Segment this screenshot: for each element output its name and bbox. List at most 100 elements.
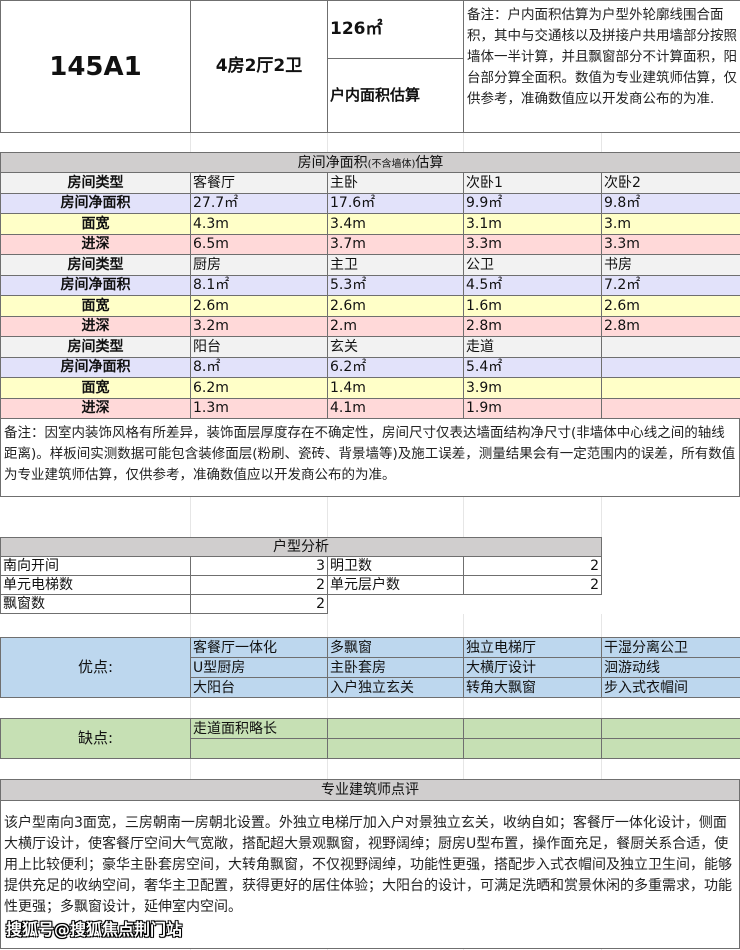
row-label: 进深 xyxy=(0,233,191,255)
area-value: 126㎡ xyxy=(327,0,464,60)
cons-section: 缺点: 走道面积略长 xyxy=(0,718,740,759)
table-row: 房间净面积 27.7㎡ 17.6㎡ 9.9㎡ 9.8㎡ xyxy=(0,192,740,214)
analysis-value: 2 xyxy=(190,575,328,595)
row-label: 面宽 xyxy=(0,295,191,317)
room-note: 备注：因室内装饰风格有所差异，装饰面层厚度存在不确定性，房间尺寸仅表达墙面结构净… xyxy=(0,419,740,497)
table-cell: 1.6m xyxy=(463,295,602,317)
table-cell: 2.m xyxy=(327,315,464,337)
pros-item: 转角大飘窗 xyxy=(463,677,602,698)
table-cell: 7.2㎡ xyxy=(600,274,740,296)
table-cell xyxy=(600,336,740,358)
cons-item xyxy=(327,718,464,739)
table-cell: 玄关 xyxy=(327,336,464,358)
table-cell: 次卧2 xyxy=(600,172,740,194)
analysis-label: 单元层户数 xyxy=(327,575,464,595)
review-title: 专业建筑师点评 xyxy=(1,780,739,801)
table-cell: 阳台 xyxy=(190,336,328,358)
table-cell: 3.9m xyxy=(463,377,602,399)
table-row: 房间类型 客餐厅 主卧 次卧1 次卧2 xyxy=(0,172,740,194)
table-cell: 4.1m xyxy=(327,397,464,419)
room-table-title: 房间净面积(不含墙体)估算 xyxy=(0,152,740,173)
table-cell: 1.4m xyxy=(327,377,464,399)
unit-code: 145A1 xyxy=(0,0,191,133)
analysis-value: 3 xyxy=(190,556,328,576)
table-row: 面宽 4.3m 3.4m 3.1m 3.m xyxy=(0,213,740,235)
table-row: 进深 6.5m 3.7m 3.3m 3.3m xyxy=(0,233,740,255)
table-cell: 27.7㎡ xyxy=(190,192,328,214)
table-cell: 4.5㎡ xyxy=(463,274,602,296)
row-label: 面宽 xyxy=(0,377,191,399)
row-label: 房间净面积 xyxy=(0,274,191,296)
table-row: 房间净面积 8.㎡ 6.2㎡ 5.4㎡ xyxy=(0,356,740,378)
area-label: 户内面积估算 xyxy=(327,58,464,133)
cons-item xyxy=(190,738,328,759)
row-label: 面宽 xyxy=(0,213,191,235)
table-cell: 3.4m xyxy=(327,213,464,235)
row-label: 进深 xyxy=(0,397,191,419)
table-cell: 8.1㎡ xyxy=(190,274,328,296)
table-cell: 3.7m xyxy=(327,233,464,255)
table-row: 面宽 2.6m 2.6m 1.6m 2.6m xyxy=(0,295,740,317)
table-cell: 8.㎡ xyxy=(190,356,328,378)
review-text: 该户型南向3面宽，三房朝南一房朝北设置。外独立电梯厅加入户对景独立玄关，收纳自如… xyxy=(4,815,732,915)
table-row: 房间净面积 8.1㎡ 5.3㎡ 4.5㎡ 7.2㎡ xyxy=(0,274,740,296)
table-row: 进深 1.3m 4.1m 1.9m xyxy=(0,397,740,419)
table-cell: 3.2m xyxy=(190,315,328,337)
table-cell: 2.8m xyxy=(600,315,740,337)
table-cell: 3.3m xyxy=(463,233,602,255)
table-cell: 厨房 xyxy=(190,254,328,276)
table-cell: 书房 xyxy=(600,254,740,276)
table-cell: 2.6m xyxy=(327,295,464,317)
unit-layout: 4房2厅2卫 xyxy=(190,0,328,133)
analysis-value: 2 xyxy=(463,575,602,595)
table-cell: 2.6m xyxy=(190,295,328,317)
pros-item: 多飘窗 xyxy=(327,637,464,658)
analysis-label: 南向开间 xyxy=(0,556,191,576)
cons-item xyxy=(463,738,602,759)
pros-item: 客餐厅一体化 xyxy=(190,637,328,658)
table-cell: 5.3㎡ xyxy=(327,274,464,296)
table-cell: 4.3m xyxy=(190,213,328,235)
table-row: 进深 3.2m 2.m 2.8m 2.8m xyxy=(0,315,740,337)
header-section: 145A1 4房2厅2卫 126㎡ 备注：户内面积估算为户型外轮廓线围合面积，其… xyxy=(0,0,740,133)
pros-label: 优点: xyxy=(0,637,191,698)
row-label: 房间类型 xyxy=(0,172,191,194)
table-cell: 9.8㎡ xyxy=(600,192,740,214)
table-cell xyxy=(600,356,740,378)
table-row: 大阳台 入户独立玄关 转角大飘窗 步入式衣帽间 xyxy=(1,677,740,698)
table-cell: 6.2m xyxy=(190,377,328,399)
cons-label: 缺点: xyxy=(0,718,191,759)
table-cell: 次卧1 xyxy=(463,172,602,194)
pros-item: 步入式衣帽间 xyxy=(601,677,740,698)
row-label: 房间类型 xyxy=(0,254,191,276)
analysis-label: 单元电梯数 xyxy=(0,575,191,595)
table-cell: 2.6m xyxy=(600,295,740,317)
table-cell: 3.3m xyxy=(600,233,740,255)
table-cell: 9.9㎡ xyxy=(463,192,602,214)
area-note: 备注：户内面积估算为户型外轮廓线围合面积，其中与交通核以及拼接户共用墙部分按照墙… xyxy=(463,0,740,133)
table-cell: 6.2㎡ xyxy=(327,356,464,378)
row-label: 进深 xyxy=(0,315,191,337)
table-row: 房间类型 厨房 主卫 公卫 书房 xyxy=(0,254,740,276)
empty-cell xyxy=(328,595,464,614)
table-row: 缺点: 走道面积略长 xyxy=(0,718,740,759)
table-cell: 5.4㎡ xyxy=(463,356,602,378)
cons-item: 走道面积略长 xyxy=(190,718,328,739)
table-cell: 主卫 xyxy=(327,254,464,276)
table-cell: 17.6㎡ xyxy=(327,192,464,214)
watermark: 搜狐号@搜狐焦点荆门站 xyxy=(6,920,183,939)
table-cell: 客餐厅 xyxy=(190,172,328,194)
table-cell xyxy=(600,377,740,399)
pros-item: 大阳台 xyxy=(190,677,328,698)
table-row xyxy=(1,738,740,759)
analysis-label: 明卫数 xyxy=(327,556,464,576)
pros-item: U型厨房 xyxy=(190,657,328,678)
cons-item xyxy=(327,738,464,759)
pros-section: 优点: 客餐厅一体化 多飘窗 独立电梯厅 干湿分离公卫 U型厨房 主卧套房 大横厅设计 洄游动线… xyxy=(0,637,740,698)
pros-item: 入户独立玄关 xyxy=(327,677,464,698)
table-cell xyxy=(600,397,740,419)
table-row: 优点: 客餐厅一体化 多飘窗 独立电梯厅 干湿分离公卫 xyxy=(0,637,740,698)
table-cell: 3.m xyxy=(600,213,740,235)
table-cell: 1.9m xyxy=(463,397,602,419)
cons-item xyxy=(601,718,740,739)
